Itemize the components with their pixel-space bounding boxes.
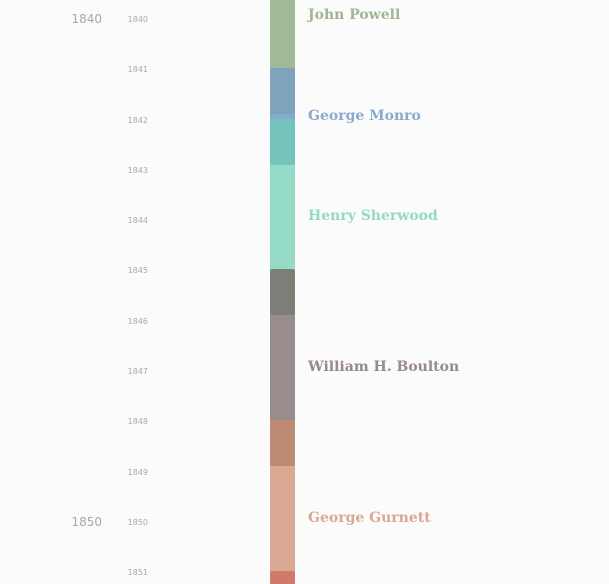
minor-year-1841: 1841 bbox=[127, 65, 148, 74]
term-overlap-1848 bbox=[270, 420, 295, 466]
term-start-1851 bbox=[270, 571, 295, 584]
minor-year-1848: 1848 bbox=[127, 417, 148, 426]
mayor-name-george-gurnett[interactable]: George Gurnett bbox=[308, 510, 431, 526]
mayor-name-william-boulton[interactable]: William H. Boulton bbox=[308, 359, 460, 375]
term-bar-john-powell[interactable] bbox=[270, 0, 295, 70]
minor-year-1842: 1842 bbox=[127, 116, 148, 125]
minor-year-1850: 1850 bbox=[127, 518, 148, 527]
term-overlap-1845 bbox=[270, 269, 295, 315]
minor-year-1843: 1843 bbox=[127, 166, 148, 175]
mayor-name-john-powell[interactable]: John Powell bbox=[308, 7, 401, 23]
minor-year-1845: 1845 bbox=[127, 266, 148, 275]
year-label-1840: 1840 bbox=[71, 12, 102, 26]
minor-year-1840: 1840 bbox=[127, 15, 148, 24]
term-overlap-1842 bbox=[270, 119, 295, 165]
minor-year-1846: 1846 bbox=[127, 317, 148, 326]
minor-year-1849: 1849 bbox=[127, 468, 148, 477]
minor-year-1851: 1851 bbox=[127, 568, 148, 577]
minor-year-1844: 1844 bbox=[127, 216, 148, 225]
year-label-1850: 1850 bbox=[71, 515, 102, 529]
mayor-name-henry-sherwood[interactable]: Henry Sherwood bbox=[308, 208, 438, 224]
term-overlap-1841 bbox=[270, 68, 295, 114]
minor-year-1847: 1847 bbox=[127, 367, 148, 376]
mayor-name-george-monro[interactable]: George Monro bbox=[308, 108, 421, 124]
